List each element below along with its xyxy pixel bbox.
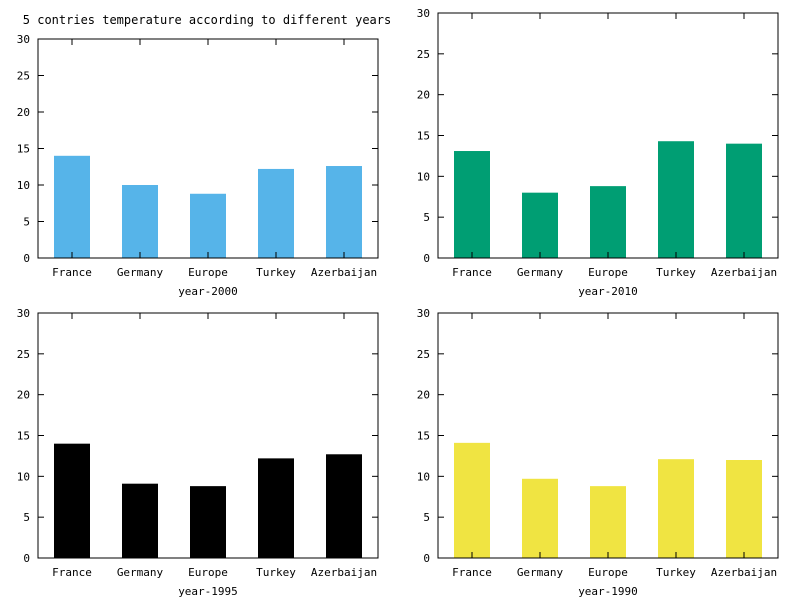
y-tick-label: 25 <box>17 348 30 361</box>
bar-azerbaijan <box>726 460 762 558</box>
bar-france <box>454 151 490 258</box>
bar-germany <box>122 483 158 558</box>
bar-azerbaijan <box>326 454 362 558</box>
y-tick-label: 0 <box>23 552 30 565</box>
y-tick-label: 25 <box>417 48 430 61</box>
chart-panel-3: 0 5 10 15 20 25 30 France Germany Europe Turkey Aze… <box>17 307 379 598</box>
x-axis-label: year-1995 <box>178 585 238 598</box>
x-tick-label: Europe <box>588 266 628 279</box>
x-tick-label: Azerbaijan <box>711 266 777 279</box>
y-tick-label: 30 <box>417 7 430 20</box>
bar-france <box>54 155 90 258</box>
y-tick-label: 20 <box>17 389 30 402</box>
y-tick-label: 25 <box>417 348 430 361</box>
x-tick-label: Turkey <box>256 266 296 279</box>
y-tick-label: 10 <box>17 470 30 483</box>
x-tick-label: France <box>452 266 492 279</box>
x-axis-label: year-2010 <box>578 285 638 298</box>
bar-germany <box>522 192 558 258</box>
y-tick-label: 25 <box>17 70 30 83</box>
x-tick-label: Europe <box>188 266 228 279</box>
chart-panel-2: 0 5 10 15 20 25 30 France Germany Europe Turkey Aze… <box>417 7 779 298</box>
x-tick-label: France <box>52 266 92 279</box>
y-tick-label: 15 <box>17 430 30 443</box>
y-tick-label: 5 <box>23 511 30 524</box>
y-tick-label: 15 <box>417 430 430 443</box>
y-tick-label: 5 <box>423 511 430 524</box>
y-tick-label: 20 <box>17 106 30 119</box>
figure-title: 5 contries temperature according to diff… <box>23 13 391 27</box>
bar-europe <box>190 193 226 258</box>
y-tick-label: 10 <box>417 170 430 183</box>
x-tick-label: Germany <box>517 266 564 279</box>
x-tick-label: Germany <box>117 566 164 579</box>
x-tick-label: France <box>52 566 92 579</box>
x-tick-label: Azerbaijan <box>311 566 377 579</box>
y-tick-label: 15 <box>417 130 430 143</box>
bar-france <box>54 443 90 558</box>
x-axis-label: year-2000 <box>178 285 238 298</box>
chart-panel-4: 0 5 10 15 20 25 30 France Germany Europe Turkey Aze… <box>417 307 779 598</box>
y-tick-label: 5 <box>23 216 30 229</box>
y-tick-label: 0 <box>423 252 430 265</box>
chart-panel-1: 0 5 10 15 20 25 30 France Germany Europe Turkey Aze… <box>17 33 379 298</box>
x-tick-label: Europe <box>588 566 628 579</box>
bar-azerbaijan <box>726 143 762 258</box>
bar-turkey <box>658 459 694 558</box>
x-tick-label: Azerbaijan <box>711 566 777 579</box>
bar-europe <box>590 486 626 558</box>
bar-azerbaijan <box>326 166 362 258</box>
y-tick-label: 0 <box>23 252 30 265</box>
y-tick-label: 30 <box>417 307 430 320</box>
y-tick-label: 5 <box>423 211 430 224</box>
x-tick-label: Turkey <box>656 566 696 579</box>
y-tick-label: 30 <box>17 33 30 46</box>
y-tick-label: 10 <box>17 179 30 192</box>
x-tick-label: France <box>452 566 492 579</box>
x-tick-label: Turkey <box>256 566 296 579</box>
bar-turkey <box>258 458 294 558</box>
y-tick-label: 10 <box>417 470 430 483</box>
y-tick-label: 0 <box>423 552 430 565</box>
x-tick-label: Germany <box>117 266 164 279</box>
x-tick-label: Germany <box>517 566 564 579</box>
bar-turkey <box>658 141 694 258</box>
x-tick-label: Azerbaijan <box>311 266 377 279</box>
bar-germany <box>522 478 558 558</box>
y-tick-label: 20 <box>417 89 430 102</box>
y-tick-label: 15 <box>17 143 30 156</box>
bar-germany <box>122 185 158 258</box>
bar-europe <box>190 486 226 558</box>
bar-turkey <box>258 168 294 258</box>
x-tick-label: Europe <box>188 566 228 579</box>
y-tick-label: 20 <box>417 389 430 402</box>
y-tick-label: 30 <box>17 307 30 320</box>
chart-panels: 0 5 10 15 20 25 30 France Germany Europe Turkey Aze… <box>17 7 779 598</box>
bar-france <box>454 442 490 558</box>
x-tick-label: Turkey <box>656 266 696 279</box>
x-axis-label: year-1990 <box>578 585 638 598</box>
bar-europe <box>590 186 626 258</box>
